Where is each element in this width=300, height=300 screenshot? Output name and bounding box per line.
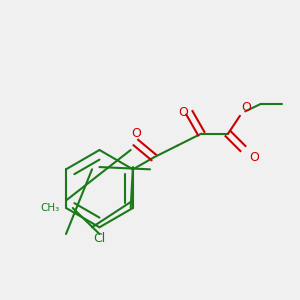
Text: O: O [131,127,141,140]
Text: CH₃: CH₃ [41,203,60,213]
Text: O: O [242,101,251,114]
Text: O: O [249,152,259,164]
Text: O: O [178,106,188,119]
Text: Cl: Cl [93,232,106,245]
